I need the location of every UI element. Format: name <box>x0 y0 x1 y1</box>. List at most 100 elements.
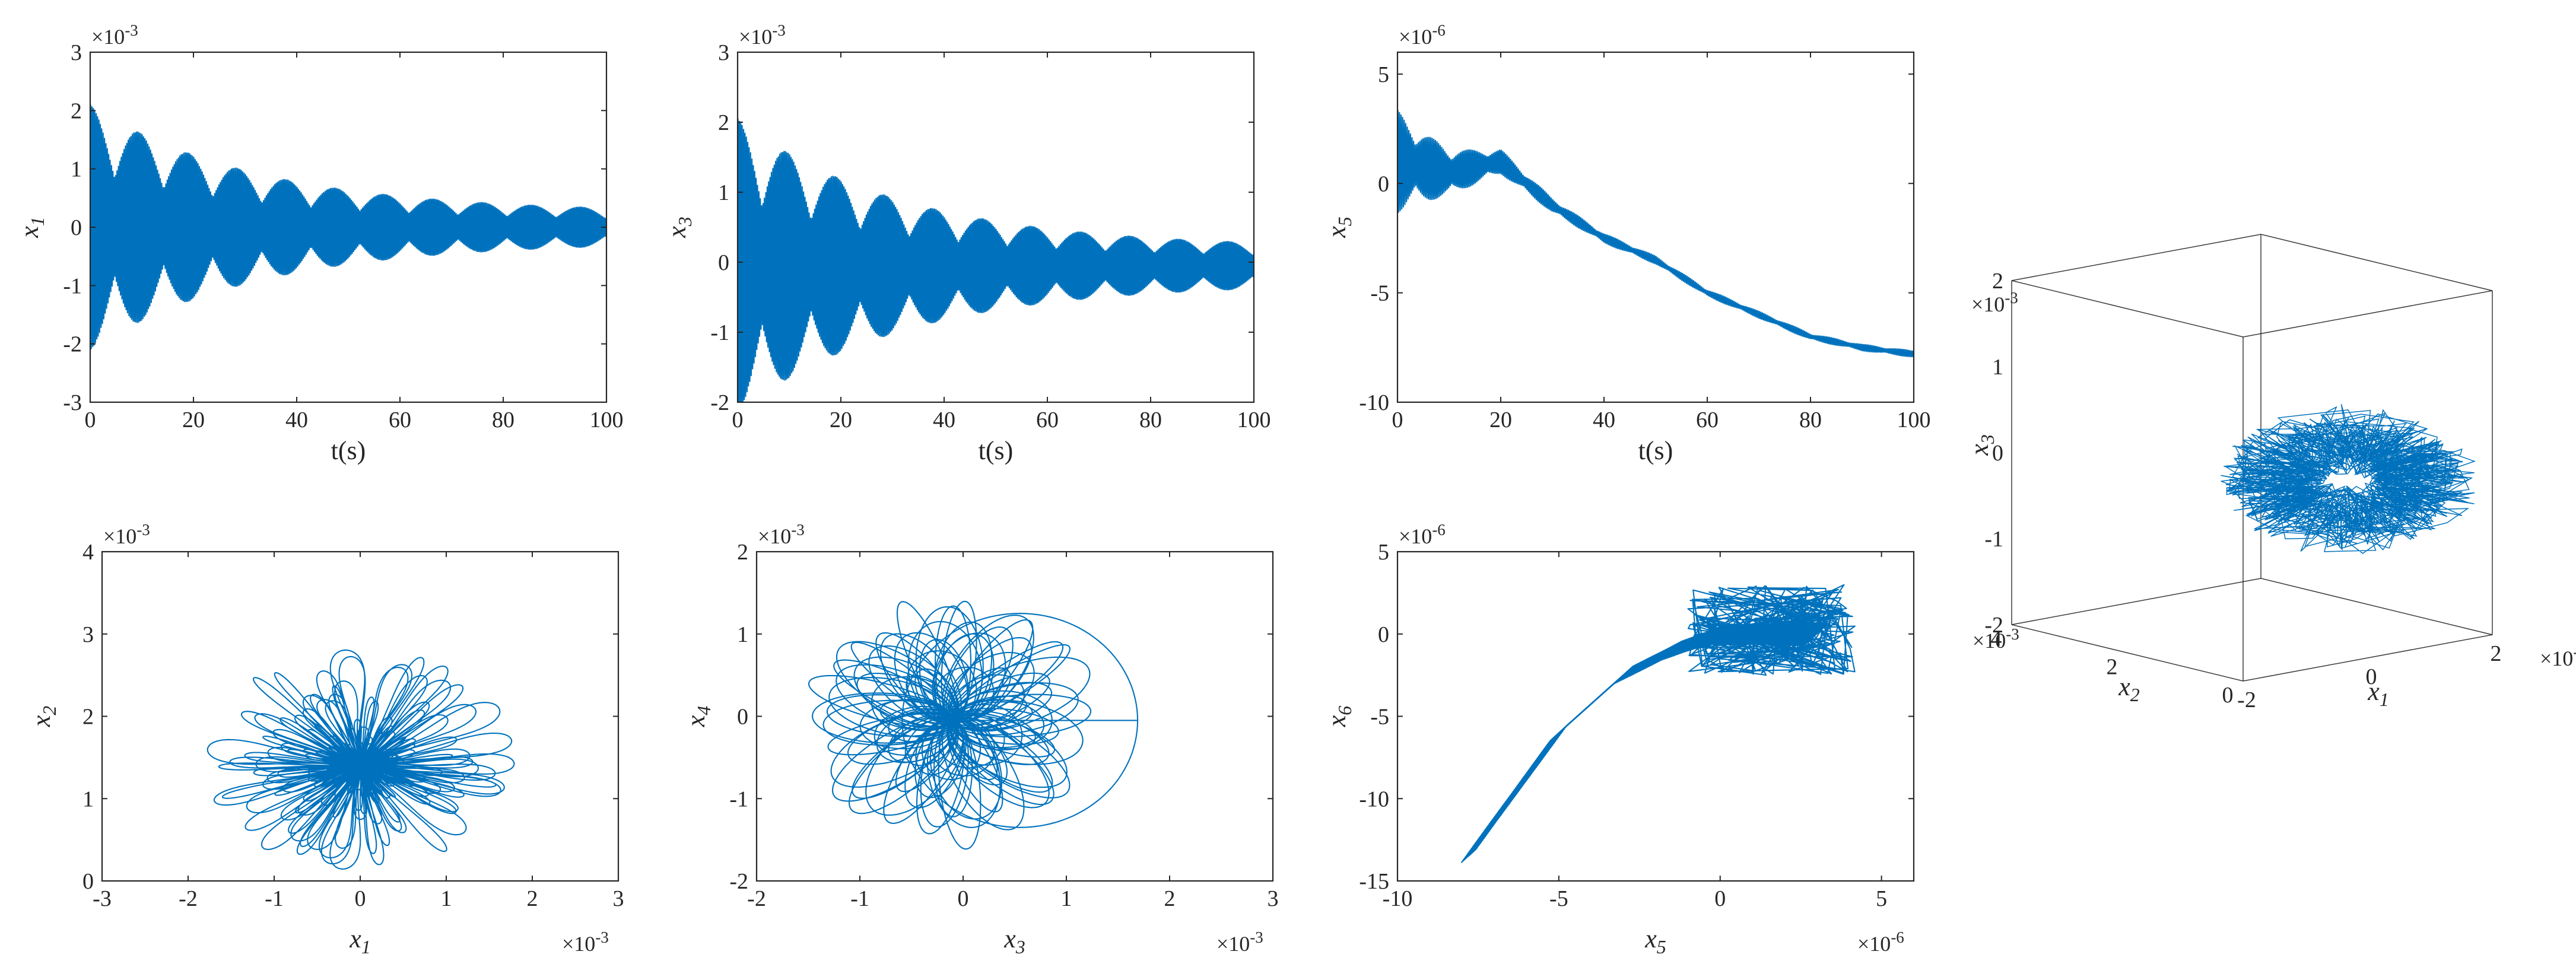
y-tick-label: 1 <box>718 180 729 205</box>
x-multiplier: ×10-3 <box>1216 928 1263 956</box>
x-tick-label: 60 <box>389 408 411 432</box>
y-tick-label: -2 <box>729 869 748 894</box>
x-multiplier: ×10-6 <box>1857 928 1904 956</box>
x-tick-label: -3 <box>93 886 112 911</box>
y-tick-label: 4 <box>82 540 94 565</box>
y-tick-label: -1 <box>729 787 748 812</box>
series-line <box>1460 584 1856 863</box>
y-tick-label: 2 <box>737 540 748 565</box>
y-tick-label: -1 <box>710 320 729 345</box>
y-tick-label: 1 <box>737 622 748 647</box>
box-edge <box>2260 578 2493 635</box>
x-tick-label: 1 <box>1061 886 1072 911</box>
x-tick-label: 3 <box>613 886 624 911</box>
x-tick-label: 100 <box>590 408 624 432</box>
x-tick-label: 0 <box>732 408 744 432</box>
x-tick-label: 0 <box>2366 664 2377 689</box>
y-multiplier: ×10-3 <box>1973 625 2019 653</box>
y-tick-label: 2 <box>82 705 94 730</box>
x-tick-label: 80 <box>1139 408 1162 432</box>
subplot-p1: 0 20 40 60 80 100 -3 -2 -1 0 1 2 3 ×10-3 t(s) x1 <box>15 21 624 465</box>
x-tick-label: 40 <box>285 408 308 432</box>
x-axis-label: t(s) <box>979 436 1014 465</box>
y-tick-label: 0 <box>1378 171 1389 196</box>
subplot-p5: -2 -1 0 1 2 3 -2 -1 0 1 2 ×10-3 ×10-3 x3 x4 <box>681 521 1279 957</box>
box-edge <box>2243 290 2493 338</box>
y-tick-label: -5 <box>1370 281 1389 306</box>
axes-box <box>89 51 608 403</box>
axes-box <box>101 551 620 882</box>
y-tick-label: 1 <box>82 787 94 812</box>
x-axis-label: x1 <box>349 924 371 957</box>
plot-area <box>90 104 606 349</box>
x-tick-label: 0 <box>1714 886 1726 911</box>
x-tick-label: 60 <box>1696 408 1719 432</box>
series-line <box>738 118 1254 402</box>
y-tick-label: 5 <box>1378 62 1389 87</box>
z-tick-label: -2 <box>1984 613 2003 638</box>
axes-box <box>1396 51 1915 403</box>
box-edge <box>2011 624 2244 682</box>
y-tick-label: 3 <box>718 40 729 65</box>
box-edge <box>2260 234 2493 291</box>
plot-area <box>738 118 1254 402</box>
z-tick-label: 2 <box>1992 269 2003 294</box>
y-tick-label: 0 <box>737 705 748 730</box>
box-edge <box>2011 280 2244 338</box>
y-axis-label: x4 <box>681 706 714 728</box>
x-tick-label: -5 <box>1549 886 1568 911</box>
x-tick-label: 5 <box>1876 886 1887 911</box>
y-tick-label: 1 <box>71 157 82 182</box>
box-edge <box>2011 578 2261 625</box>
z-axis-label: x3 <box>1965 434 1998 456</box>
x-axis-label: t(s) <box>1638 436 1673 465</box>
x-tick-label: 2 <box>527 886 538 911</box>
y-axis-label: x5 <box>1322 217 1355 238</box>
y-tick-label: -3 <box>63 390 82 415</box>
x-axis-label: x5 <box>1644 924 1666 957</box>
x-tick-label: 2 <box>2491 641 2502 666</box>
plot-area <box>1397 110 1914 358</box>
x-axis-label: x1 <box>2367 677 2389 710</box>
y-multiplier: ×10-3 <box>103 521 150 548</box>
axes-box <box>1396 551 1915 882</box>
plot-area <box>1460 584 1856 863</box>
y-axis-label: x3 <box>662 217 695 238</box>
series-line <box>207 649 515 870</box>
y-tick-label: 2 <box>2107 655 2118 680</box>
series-line <box>90 104 606 349</box>
y-tick-label: -5 <box>1370 705 1389 730</box>
y-tick-label: 0 <box>1378 622 1389 647</box>
y-tick-label: -1 <box>63 273 82 298</box>
y-tick-label: 2 <box>718 110 729 135</box>
plot-area <box>808 600 1139 850</box>
y-multiplier: ×10-6 <box>1399 521 1446 548</box>
y-tick-label: 4 <box>1991 626 2002 651</box>
y-axis-label: x1 <box>15 217 48 238</box>
x-tick-label: 100 <box>1237 408 1271 432</box>
series-line <box>808 600 1139 850</box>
y-tick-label: -10 <box>1359 390 1389 415</box>
x-tick-label: 20 <box>1489 408 1512 432</box>
x-tick-label: 0 <box>1392 408 1403 432</box>
box-edge <box>2011 234 2261 281</box>
axes-box <box>736 51 1255 403</box>
y-tick-label: 0 <box>71 215 82 240</box>
y-multiplier: ×10-6 <box>1399 21 1446 49</box>
y-multiplier: ×10-3 <box>758 521 805 548</box>
x-tick-label: 100 <box>1897 408 1931 432</box>
y-axis-label: x2 <box>27 706 60 728</box>
series-line <box>1397 110 1914 358</box>
z-multiplier: ×10-3 <box>1971 289 2018 316</box>
x-tick-label: 20 <box>830 408 852 432</box>
x-tick-label: 0 <box>355 886 366 911</box>
x-tick-label: 1 <box>441 886 452 911</box>
x-tick-label: 3 <box>1268 886 1279 911</box>
y-tick-label: 0 <box>2222 683 2234 708</box>
y-tick-label: -15 <box>1359 869 1389 894</box>
x-tick-label: 40 <box>1593 408 1615 432</box>
x-tick-label: 80 <box>1799 408 1822 432</box>
